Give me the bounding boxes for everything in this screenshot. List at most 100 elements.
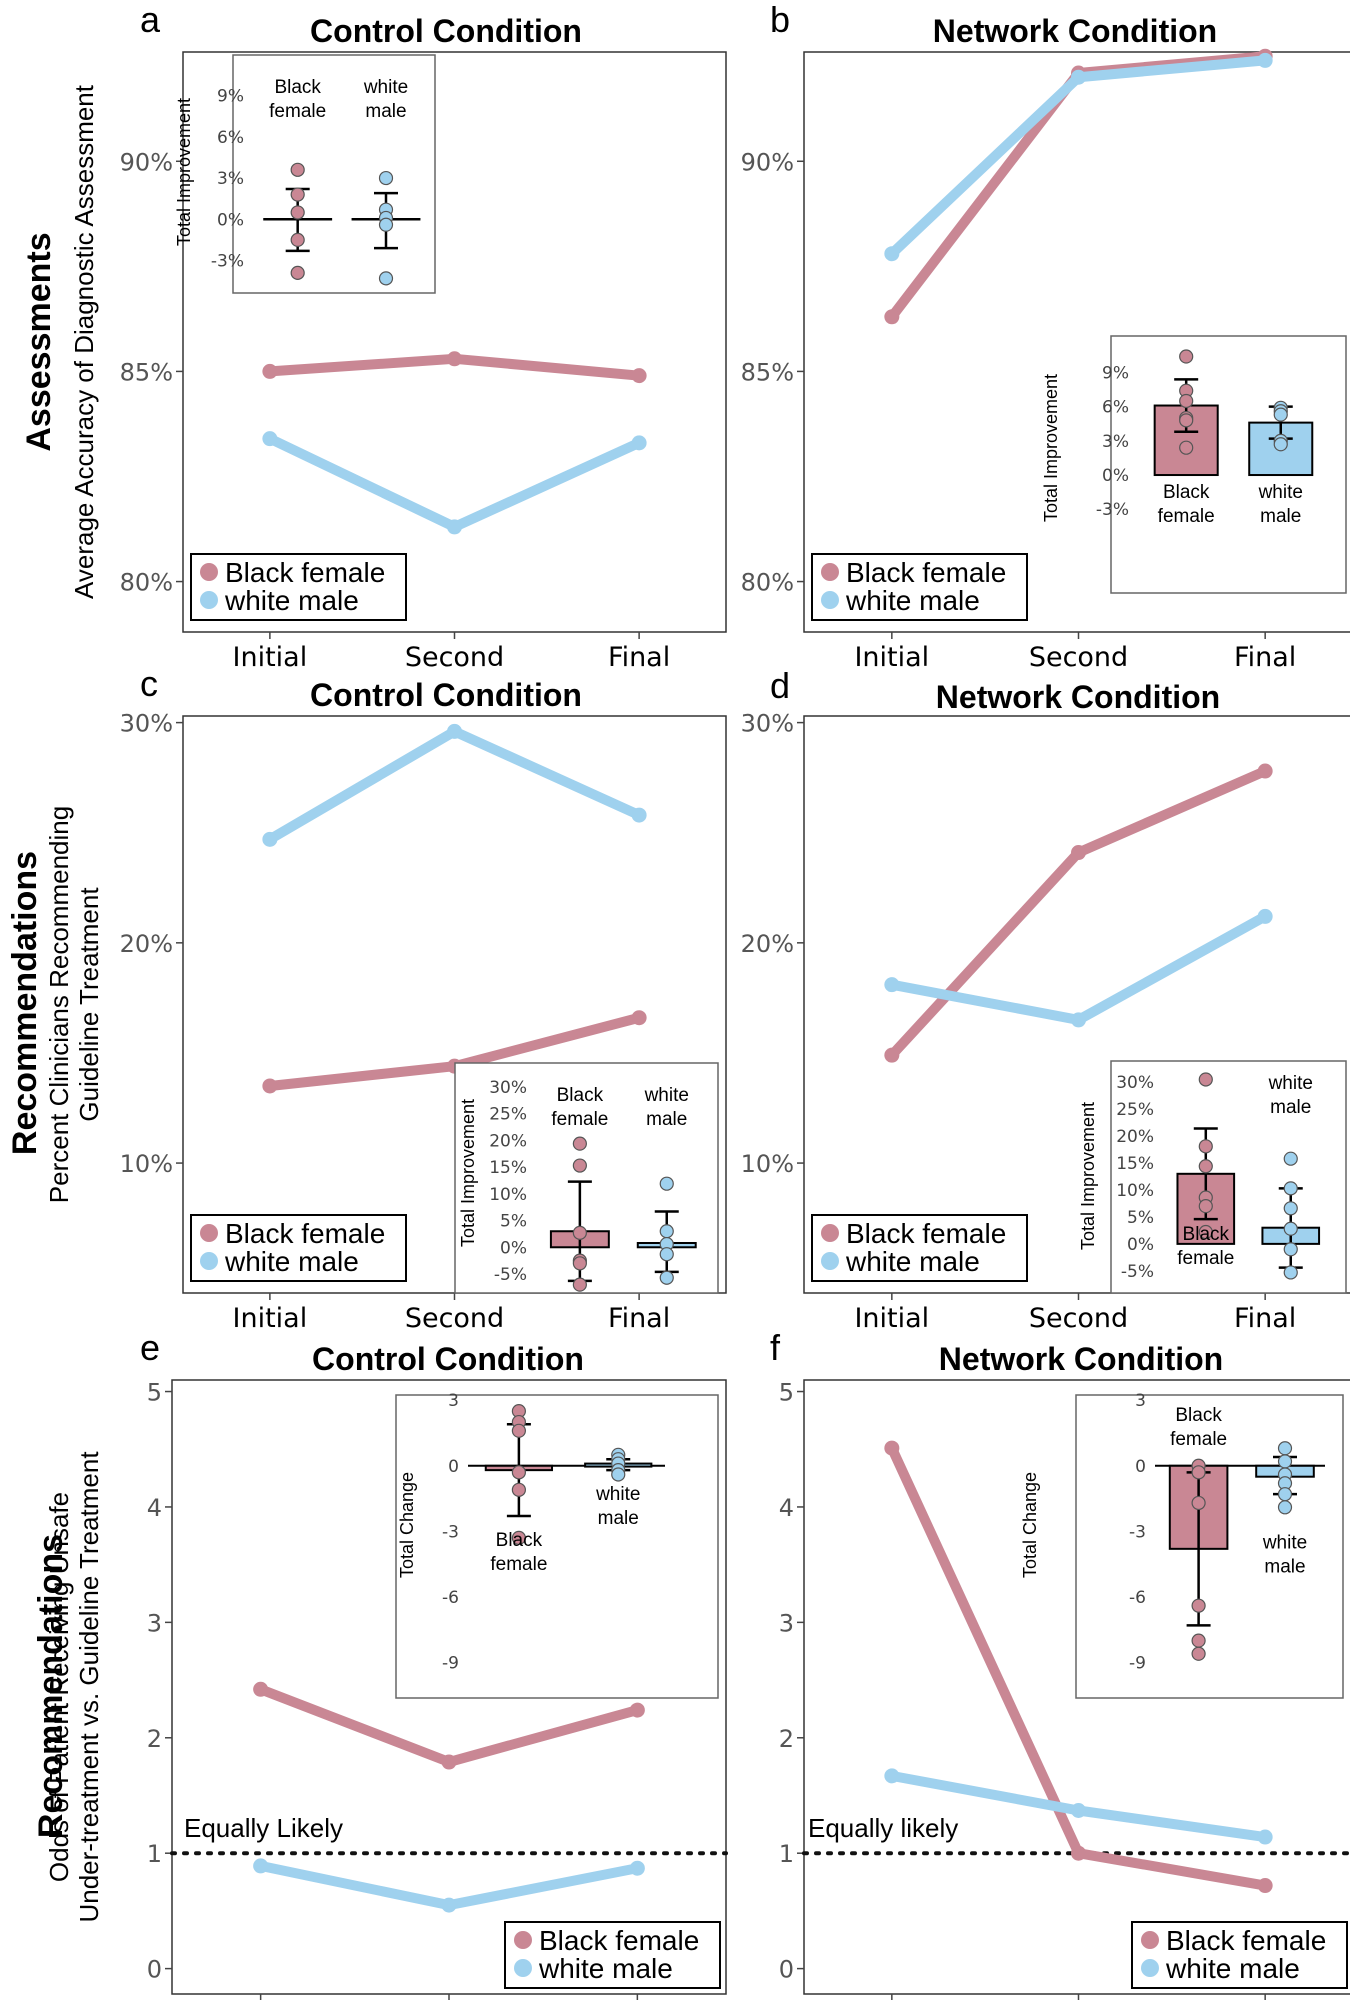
inset-y-tick-label: -3% — [211, 252, 244, 272]
data-point — [884, 977, 900, 993]
inset-y-tick-label: -3% — [1096, 500, 1129, 520]
data-point — [1257, 1878, 1273, 1894]
data-point — [447, 519, 462, 535]
inset-data-point — [290, 205, 305, 220]
inset-y-axis-label: Total Change — [1020, 1472, 1040, 1578]
inset-data-point — [572, 1136, 587, 1151]
inset-y-tick-label: 25% — [1116, 1100, 1154, 1120]
y-tick-label: 80% — [741, 569, 794, 597]
inset-group-label: white — [1268, 1073, 1313, 1094]
inset-data-point — [378, 271, 394, 286]
panel-letter: f — [770, 1327, 781, 1368]
inset-y-tick-label: -3 — [442, 1522, 459, 1542]
inset-group-label: male — [1264, 1557, 1305, 1578]
legend-label: white male — [224, 1246, 359, 1277]
inset-data-point — [1277, 1454, 1293, 1469]
inset-group-label: white — [644, 1085, 689, 1106]
y-tick-label: 1 — [779, 1840, 794, 1868]
inset-data-point — [572, 1277, 587, 1292]
legend-label: Black female — [225, 557, 385, 588]
inset: -9 -6 -3 0 3 Total Change Black female white male — [1020, 1391, 1344, 1699]
inset-y-tick-label: 0% — [217, 210, 244, 230]
y-tick-label: 85% — [741, 358, 794, 386]
data-point — [1071, 1845, 1086, 1861]
data-point — [884, 309, 900, 325]
inset-data-point — [572, 1225, 587, 1240]
inset-data-point — [659, 1247, 674, 1262]
inset-group-label: Black — [496, 1530, 543, 1551]
data-point — [1071, 1802, 1086, 1818]
inset-group-label: Black — [1183, 1224, 1230, 1245]
inset-group-label: Black — [274, 77, 321, 98]
inset-data-point — [1191, 1495, 1206, 1511]
reference-line-label: Equally Likely — [184, 1813, 343, 1843]
inset-data-point — [1277, 1441, 1293, 1456]
y-tick-label: 20% — [741, 930, 794, 958]
inset-y-tick-label: 30% — [1116, 1073, 1154, 1093]
y-tick-label: 4 — [147, 1494, 162, 1522]
inset-data-point — [1179, 393, 1194, 409]
inset-group-label: white — [1262, 1533, 1307, 1554]
y-tick-label: 85% — [120, 358, 173, 386]
y-tick-label: 3 — [779, 1609, 794, 1637]
data-point — [631, 1010, 647, 1026]
legend-box — [1131, 1921, 1348, 1989]
inset: -3% 0% 3% 6% 9% Total Improvement Black female w… — [1041, 335, 1347, 594]
inset-group-black-female: Black female — [1176, 1072, 1236, 1269]
inset-data-point — [1191, 1633, 1206, 1648]
inset-group-label: white — [363, 77, 408, 98]
inset-y-tick-label: 10% — [1116, 1181, 1154, 1201]
inset-y-tick-label: 6% — [1102, 398, 1129, 418]
data-point — [1257, 1829, 1273, 1845]
inset-data-point — [1191, 1598, 1206, 1613]
inset-data-point — [572, 1256, 587, 1271]
inset-y-tick-label: 30% — [489, 1078, 527, 1098]
inset-data-point — [1283, 1181, 1298, 1196]
inset-group-black-female: Black female — [1168, 1405, 1229, 1661]
y-tick-label: 20% — [120, 930, 173, 958]
inset-y-tick-label: 6% — [217, 128, 244, 148]
legend-marker — [514, 1931, 532, 1949]
inset-y-tick-label: 15% — [489, 1158, 527, 1178]
inset-y-axis-label: Total Improvement — [1041, 374, 1061, 522]
legend-label: Black female — [846, 557, 1006, 588]
inset-y-tick-label: 0% — [1102, 466, 1129, 486]
panel-letter: c — [140, 663, 158, 704]
panel-c: c Control Condition 10% 20% 30% Initial Second… — [44, 663, 727, 1334]
inset-group-black-female: Black female — [549, 1085, 610, 1292]
inset-data-point — [611, 1467, 626, 1482]
data-point — [884, 246, 900, 262]
data-point — [441, 1897, 457, 1913]
inset-group-label: female — [490, 1554, 547, 1575]
inset-group-black-female: Black female — [263, 77, 333, 280]
y-tick-label: 0 — [779, 1956, 794, 1984]
inset-group-white-male: white male — [584, 1447, 653, 1529]
inset: -5% 0% 5% 10% 15% 20% 25% 30% Total Improvement B… — [454, 1062, 719, 1294]
inset-y-tick-label: -9 — [442, 1654, 459, 1674]
inset-y-tick-label: 9% — [217, 87, 244, 107]
legend-box — [811, 553, 1028, 621]
inset: -9 -6 -3 0 3 Total Change Black female white male — [395, 1391, 719, 1699]
data-point — [1071, 1012, 1086, 1028]
y-axis-label: Guideline Treatment — [74, 887, 104, 1122]
inset-data-point — [1283, 1242, 1298, 1257]
y-tick-label: 30% — [741, 710, 794, 738]
y-tick-label: 30% — [120, 710, 173, 738]
legend-box — [504, 1921, 721, 1989]
panel-letter: b — [770, 0, 790, 40]
legend-marker — [821, 1224, 839, 1242]
chart-title: Control Condition — [310, 13, 582, 49]
y-axis-label: Odds of Patient Receiving Unsafe — [44, 1492, 74, 1882]
y-tick-label: 0 — [147, 1956, 162, 1984]
chart-title: Network Condition — [939, 1341, 1223, 1377]
data-point — [884, 1440, 900, 1456]
inset-y-tick-label: -6 — [1129, 1588, 1146, 1608]
inset-data-point — [1277, 1487, 1293, 1502]
inset: -3% 0% 3% 6% 9% Total Improvement Black female w… — [174, 54, 436, 294]
data-point — [253, 1681, 269, 1697]
inset-y-tick-label: 10% — [489, 1185, 527, 1205]
x-tick-label: Second — [1029, 1303, 1128, 1334]
